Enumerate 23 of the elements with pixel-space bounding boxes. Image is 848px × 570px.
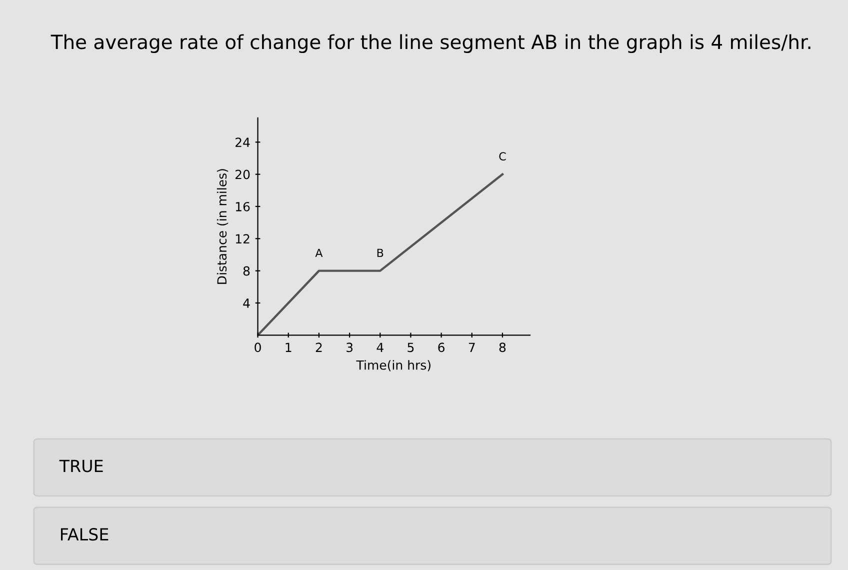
- y-tick-label: 24: [236, 138, 250, 147]
- x-tick-label: 1: [286, 342, 292, 352]
- annotation: C: [499, 152, 506, 161]
- x-axis-title: Time(in hrs): [356, 360, 430, 372]
- annotation: B: [377, 248, 384, 257]
- x-tick-label: 6: [438, 342, 444, 352]
- y-tick-label: 12: [236, 234, 250, 244]
- text: FALSE: [60, 528, 108, 541]
- y-tick-label: 4: [243, 298, 250, 308]
- y-axis-title: Distance (in miles): [216, 169, 228, 284]
- x-tick-label: 7: [468, 342, 475, 352]
- y-tick-label: 16: [236, 202, 250, 212]
- x-tick-label: 2: [316, 342, 322, 352]
- chart-title: The average rate of change for the line segment AB in the graph is 4 miles/hr.: [50, 34, 810, 54]
- x-tick-label: 5: [408, 342, 414, 352]
- text: TRUE: [59, 460, 103, 472]
- x-tick-label: 0: [254, 342, 261, 352]
- y-tick-label: 20: [236, 170, 250, 180]
- x-tick-label: 8: [499, 342, 506, 352]
- annotation: A: [315, 248, 323, 257]
- x-tick-label: 4: [376, 342, 384, 352]
- x-tick-label: 3: [346, 342, 353, 352]
- y-tick-label: 8: [243, 266, 250, 276]
